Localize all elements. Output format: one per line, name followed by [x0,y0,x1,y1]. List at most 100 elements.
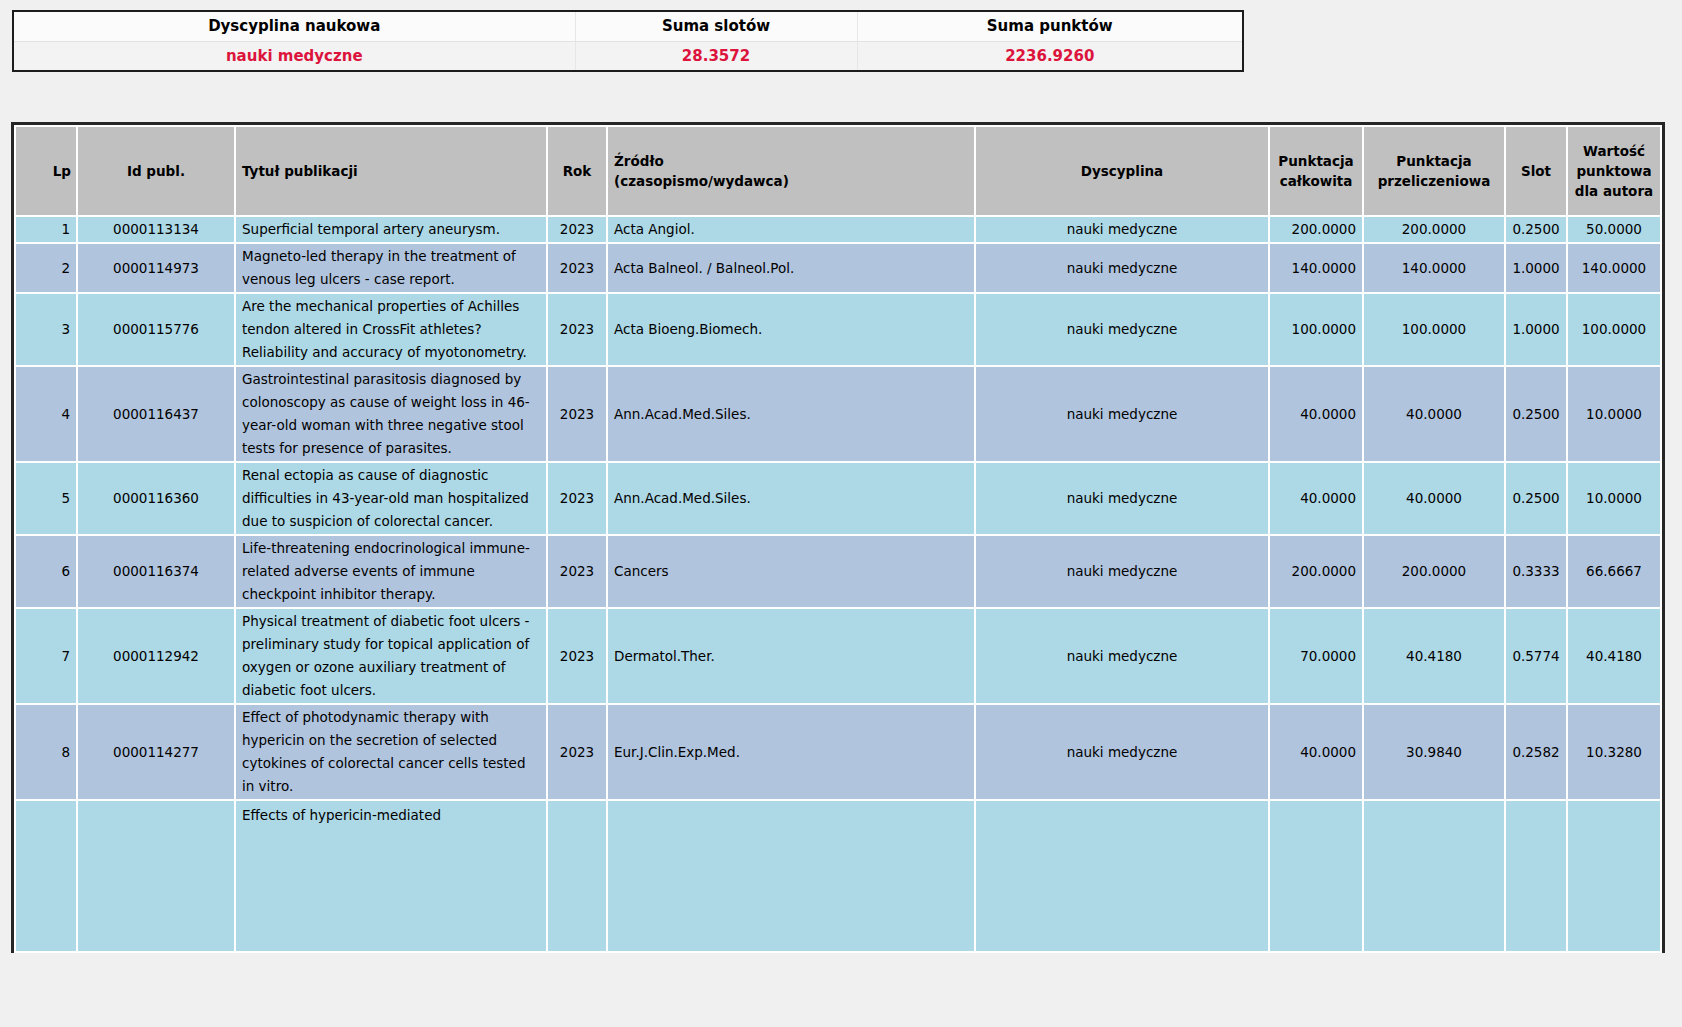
cell-slot [1506,801,1566,951]
publications-header-row: Lp Id publ. Tytuł publikacji Rok Źródło … [16,127,1660,215]
cell-author-point-value: 10.0000 [1568,463,1660,534]
summary-value-slot-sum: 28.3572 [575,41,857,71]
cell-author-point-value: 66.6667 [1568,536,1660,607]
cell-converted-points: 200.0000 [1364,217,1504,242]
cell-total-points: 140.0000 [1270,244,1362,292]
cell-publication-title: Gastrointestinal parasitosis diagnosed b… [236,367,546,461]
publications-body: 1 0000113134 Superficial temporal artery… [16,217,1660,951]
summary-value-discipline: nauki medyczne [13,41,575,71]
cell-lp: 3 [16,294,76,365]
cell-lp [16,801,76,951]
header-source: Źródło (czasopismo/wydawca) [608,127,974,215]
cell-publication-id: 0000115776 [78,294,234,365]
cell-publication-id: 0000113134 [78,217,234,242]
cell-slot: 0.2500 [1506,217,1566,242]
cell-lp: 7 [16,609,76,703]
summary-header-points-sum: Suma punktów [857,11,1243,41]
cell-year: 2023 [548,244,606,292]
cell-author-point-value [1568,801,1660,951]
summary-header-discipline: Dyscyplina naukowa [13,11,575,41]
cell-total-points: 40.0000 [1270,367,1362,461]
summary-header-slot-sum: Suma slotów [575,11,857,41]
header-publication-title: Tytuł publikacji [236,127,546,215]
cell-publication-id: 0000112942 [78,609,234,703]
cell-year: 2023 [548,609,606,703]
cell-source: Acta Balneol. / Balneol.Pol. [608,244,974,292]
cell-total-points: 70.0000 [1270,609,1362,703]
cell-publication-title: Magneto-led therapy in the treatment of … [236,244,546,292]
publications-table: Lp Id publ. Tytuł publikacji Rok Źródło … [11,122,1665,953]
cell-lp: 6 [16,536,76,607]
cell-converted-points: 100.0000 [1364,294,1504,365]
publication-row: 1 0000113134 Superficial temporal artery… [16,217,1660,242]
cell-converted-points: 200.0000 [1364,536,1504,607]
cell-slot: 0.5774 [1506,609,1566,703]
cell-author-point-value: 100.0000 [1568,294,1660,365]
cell-author-point-value: 10.3280 [1568,705,1660,799]
cell-publication-id: 0000116360 [78,463,234,534]
header-author-point-value: Wartość punktowa dla autora [1568,127,1660,215]
cell-converted-points: 40.0000 [1364,463,1504,534]
cell-year: 2023 [548,705,606,799]
cell-author-point-value: 10.0000 [1568,367,1660,461]
cell-source [608,801,974,951]
cell-slot: 1.0000 [1506,244,1566,292]
cell-source: Ann.Acad.Med.Siles. [608,463,974,534]
cell-publication-title: Physical treatment of diabetic foot ulce… [236,609,546,703]
cell-discipline: nauki medyczne [976,536,1268,607]
cell-discipline: nauki medyczne [976,294,1268,365]
discipline-summary-table: Dyscyplina naukowa Suma slotów Suma punk… [12,10,1244,72]
cell-lp: 2 [16,244,76,292]
cell-source: Acta Bioeng.Biomech. [608,294,974,365]
cell-converted-points: 40.0000 [1364,367,1504,461]
header-discipline: Dyscyplina [976,127,1268,215]
publication-row: 8 0000114277 Effect of photodynamic ther… [16,705,1660,799]
cell-year: 2023 [548,536,606,607]
publication-row: Effects of hypericin-mediated [16,801,1660,951]
cell-publication-title: Are the mechanical properties of Achille… [236,294,546,365]
publication-row: 2 0000114973 Magneto-led therapy in the … [16,244,1660,292]
cell-slot: 0.2500 [1506,463,1566,534]
cell-publication-id: 0000116437 [78,367,234,461]
cell-year: 2023 [548,463,606,534]
cell-year [548,801,606,951]
cell-publication-title: Life-threatening endocrinological immune… [236,536,546,607]
cell-author-point-value: 50.0000 [1568,217,1660,242]
header-lp: Lp [16,127,76,215]
cell-discipline: nauki medyczne [976,609,1268,703]
publication-row: 3 0000115776 Are the mechanical properti… [16,294,1660,365]
header-publication-id: Id publ. [78,127,234,215]
cell-author-point-value: 140.0000 [1568,244,1660,292]
cell-discipline: nauki medyczne [976,217,1268,242]
header-converted-points: Punktacja przeliczeniowa [1364,127,1504,215]
cell-source: Acta Angiol. [608,217,974,242]
publication-row: 5 0000116360 Renal ectopia as cause of d… [16,463,1660,534]
cell-discipline: nauki medyczne [976,463,1268,534]
cell-discipline: nauki medyczne [976,367,1268,461]
cell-publication-id: 0000114277 [78,705,234,799]
summary-values-row: nauki medyczne 28.3572 2236.9260 [13,41,1243,71]
cell-lp: 8 [16,705,76,799]
cell-publication-id: 0000116374 [78,536,234,607]
header-slot: Slot [1506,127,1566,215]
publication-row: 4 0000116437 Gastrointestinal parasitosi… [16,367,1660,461]
summary-header-row: Dyscyplina naukowa Suma slotów Suma punk… [13,11,1243,41]
cell-source: Dermatol.Ther. [608,609,974,703]
cell-publication-id [78,801,234,951]
cell-total-points: 100.0000 [1270,294,1362,365]
cell-converted-points: 140.0000 [1364,244,1504,292]
cell-year: 2023 [548,217,606,242]
cell-slot: 0.3333 [1506,536,1566,607]
cell-year: 2023 [548,294,606,365]
summary-value-points-sum: 2236.9260 [857,41,1243,71]
cell-discipline: nauki medyczne [976,705,1268,799]
cell-publication-title: Superficial temporal artery aneurysm. [236,217,546,242]
header-total-points: Punktacja całkowita [1270,127,1362,215]
cell-lp: 5 [16,463,76,534]
publication-row: 6 0000116374 Life-threatening endocrinol… [16,536,1660,607]
cell-lp: 1 [16,217,76,242]
cell-publication-title: Effects of hypericin-mediated [236,801,546,951]
cell-discipline: nauki medyczne [976,244,1268,292]
header-year: Rok [548,127,606,215]
cell-publication-id: 0000114973 [78,244,234,292]
